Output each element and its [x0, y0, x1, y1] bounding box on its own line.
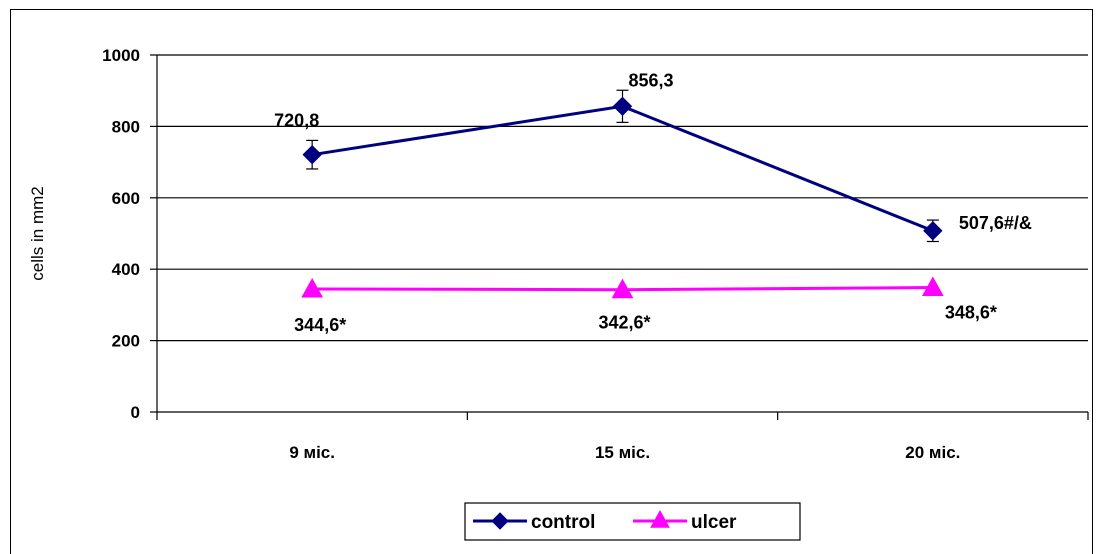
- chart-area: [10, 9, 1093, 554]
- legend-marker-diamond: [491, 512, 509, 530]
- data-point-diamond: [612, 96, 633, 117]
- series-ulcer: 344,6* 342,6* 348,6*: [294, 276, 997, 335]
- y-tick-label: 800: [112, 117, 140, 136]
- gridlines: [157, 54, 1088, 342]
- x-tick-label: 15 міс.: [595, 443, 650, 462]
- data-label: 342,6*: [599, 313, 651, 333]
- data-point-triangle: [921, 276, 944, 297]
- y-tick-label: 0: [131, 403, 140, 422]
- x-tick-label: 9 міс.: [289, 443, 335, 462]
- x-tick-labels: 9 міс. 15 міс. 20 міс.: [289, 443, 960, 462]
- data-label: 856,3: [629, 70, 674, 90]
- y-tick-label: 400: [112, 260, 140, 279]
- series-control: 720,8 856,3 507,6#/&: [274, 70, 1032, 243]
- legend-item-ulcer: ulcer: [633, 509, 737, 533]
- series-layer: 720,8 856,3 507,6#/& 344,6* 342,6* 348,6*: [274, 70, 1032, 335]
- x-tick-label: 20 міс.: [905, 443, 960, 462]
- y-tick-label: 200: [112, 332, 140, 351]
- data-point-diamond: [302, 144, 322, 165]
- y-tick-label: 1000: [102, 46, 140, 65]
- data-label: 720,8: [274, 111, 319, 131]
- y-tick-label: 600: [112, 189, 140, 208]
- legend-label: control: [531, 512, 595, 533]
- legend: control ulcer: [464, 502, 801, 541]
- data-label: 507,6#/&: [959, 213, 1032, 233]
- series-line-control: [311, 104, 934, 233]
- data-label: 348,6*: [945, 303, 997, 323]
- axes: [150, 54, 1089, 420]
- legend-label: ulcer: [691, 512, 737, 533]
- data-point-diamond: [923, 221, 943, 241]
- legend-marker-triangle: [650, 509, 670, 528]
- data-point-triangle: [611, 278, 634, 299]
- y-axis-label: cells in mm2: [28, 186, 47, 280]
- y-tick-labels: 0 200 400 600 800 1000: [102, 46, 140, 422]
- legend-item-control: control: [473, 512, 595, 533]
- data-point-triangle: [301, 277, 324, 298]
- data-label: 344,6*: [294, 315, 346, 335]
